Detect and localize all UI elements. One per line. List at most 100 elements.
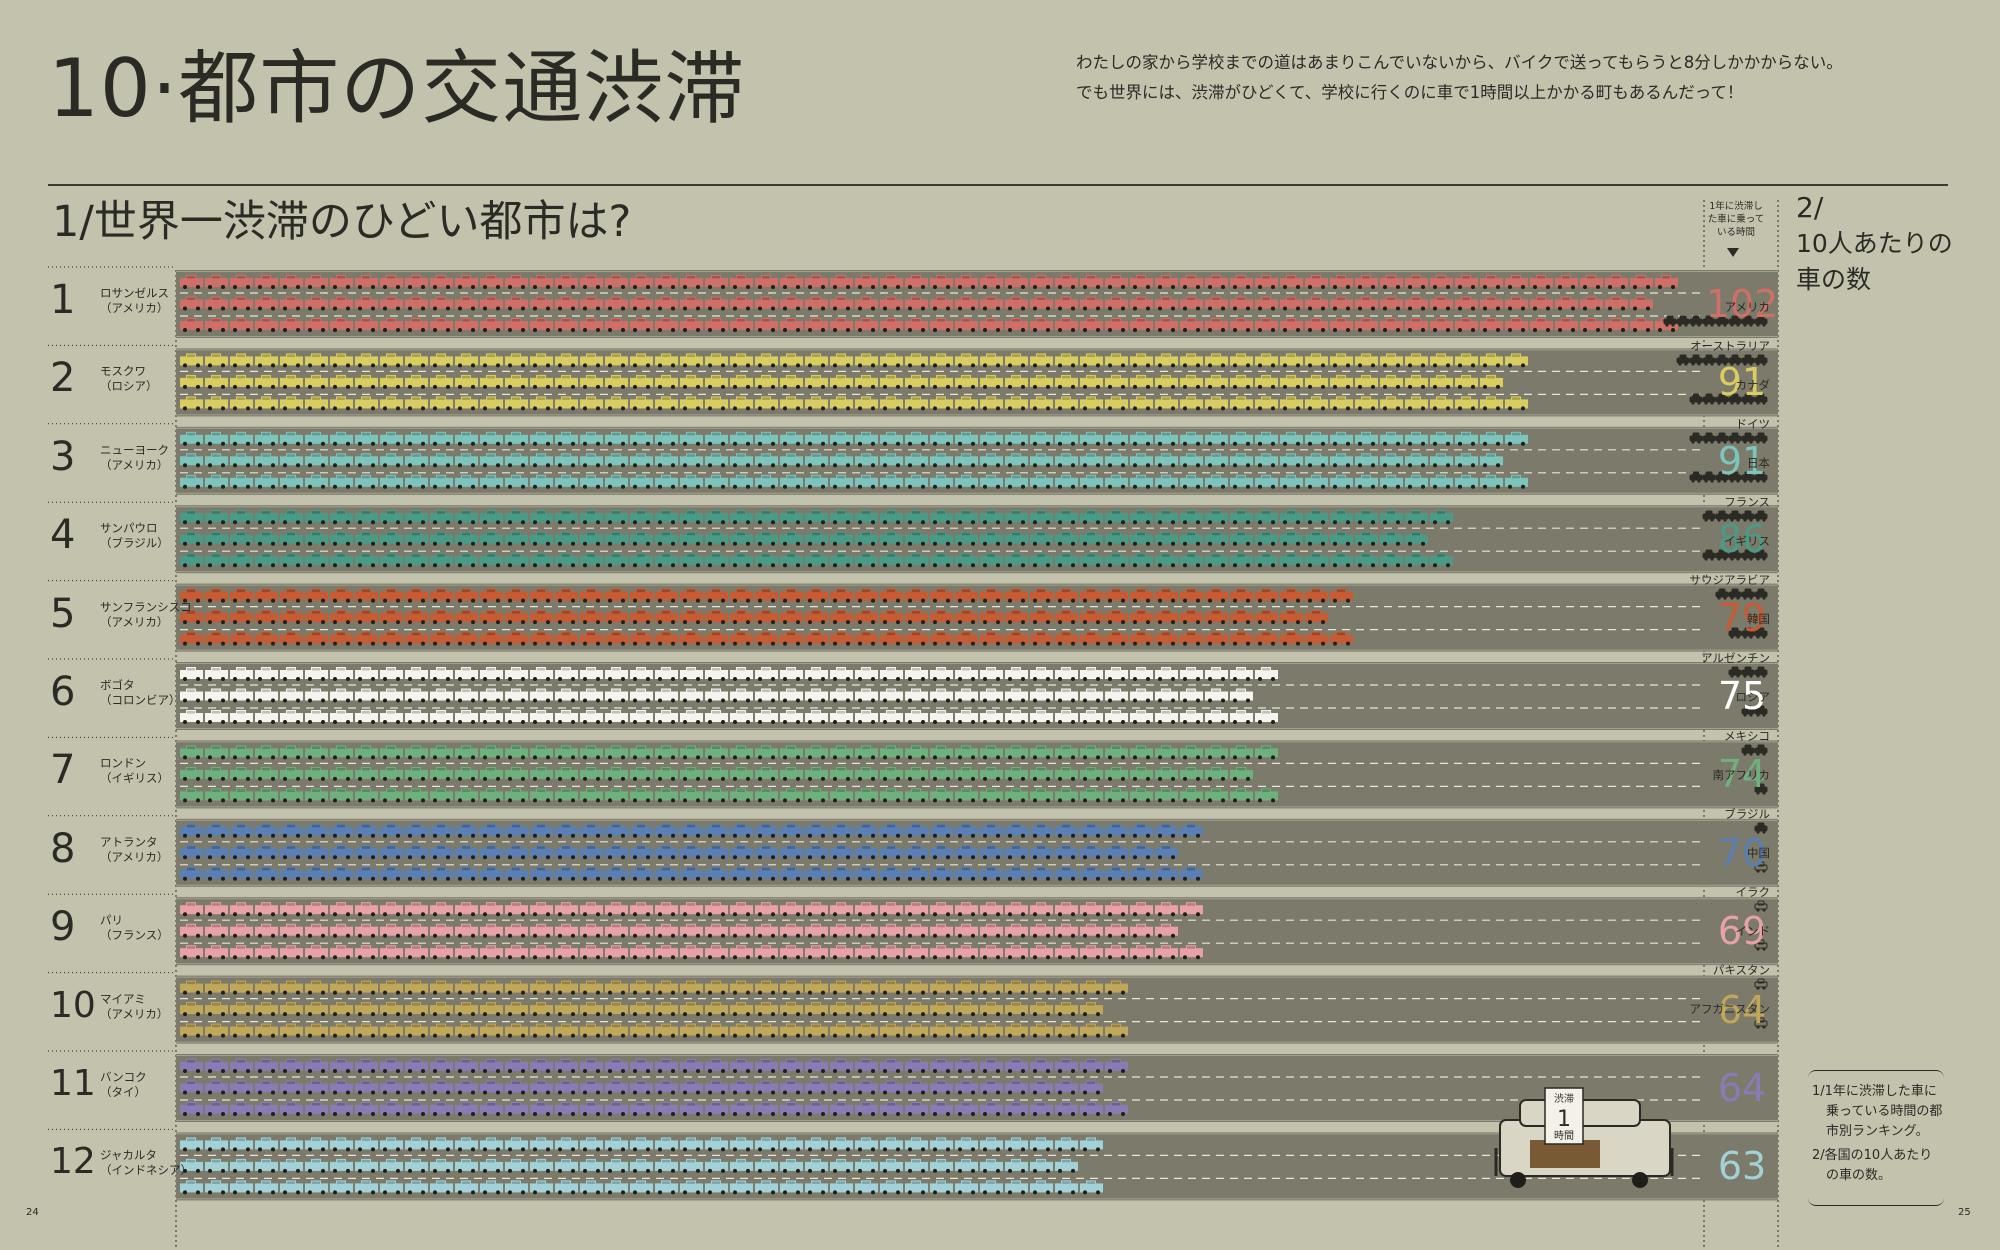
car-wheel: [658, 363, 662, 368]
car-wheel: [1158, 698, 1162, 703]
car-body: [530, 713, 553, 722]
car-wheel: [1258, 441, 1262, 446]
car-wheel: [796, 384, 800, 389]
car-body: [1180, 534, 1203, 544]
car-window: [587, 319, 595, 322]
car-wheel: [733, 406, 737, 411]
car-body: [1030, 513, 1053, 523]
car-wheel: [633, 620, 637, 625]
car-wheel: [1521, 328, 1525, 332]
car-wheel: [1158, 520, 1162, 525]
car-window: [1087, 475, 1095, 479]
car-wheel: [471, 641, 475, 646]
car-body: [880, 591, 903, 601]
car-wheel: [1233, 441, 1237, 446]
car-body: [830, 456, 853, 466]
car-wheel: [596, 484, 600, 489]
car-wheel: [896, 328, 900, 332]
car-wheel: [1333, 520, 1337, 525]
car-wheel: [708, 641, 712, 646]
car-window: [1112, 297, 1120, 300]
car-window: [412, 611, 420, 614]
car-window: [337, 532, 345, 536]
car-wheel: [1046, 598, 1050, 603]
car-window: [1037, 711, 1045, 714]
car-window: [737, 589, 745, 593]
car-wheel: [758, 720, 762, 724]
car-wheel: [908, 384, 912, 389]
car-wheel: [446, 698, 450, 703]
car-wheel: [1458, 285, 1462, 289]
car-body: [405, 377, 428, 387]
car-body: [655, 321, 678, 330]
car-wheel: [396, 598, 400, 603]
car-wheel: [1196, 641, 1200, 646]
car-wheel: [1433, 484, 1437, 489]
car-window: [337, 554, 345, 557]
car-window: [787, 532, 795, 536]
car-wheel: [1083, 441, 1087, 446]
car-body: [955, 556, 978, 566]
car-body: [1055, 321, 1078, 330]
car-wheel: [1258, 363, 1262, 368]
car-body: [1330, 356, 1353, 366]
car-body: [830, 748, 853, 758]
car-body: [205, 513, 228, 523]
car-wheel: [521, 363, 525, 368]
car-wheel: [808, 285, 812, 289]
car-wheel: [1108, 328, 1112, 332]
car-window: [662, 711, 670, 714]
car-wheel: [396, 620, 400, 625]
car-wheel: [721, 328, 725, 332]
car-body: [580, 670, 603, 679]
car-wheel: [1146, 484, 1150, 489]
car-window: [887, 746, 895, 749]
car-window: [937, 589, 945, 593]
car-window: [687, 276, 695, 279]
car-wheel: [1496, 363, 1500, 368]
car-wheel: [408, 541, 412, 546]
car-body: [705, 534, 728, 544]
car-window: [362, 432, 370, 436]
car-body: [680, 356, 703, 366]
car-window: [1012, 589, 1020, 593]
car-body: [1130, 556, 1153, 566]
car-wheel: [1121, 598, 1125, 603]
car-wheel: [1246, 563, 1250, 568]
car-window: [862, 276, 870, 279]
car-wheel: [558, 384, 562, 389]
car-window: [1437, 454, 1445, 457]
car-wheel: [696, 641, 700, 646]
car-body: [755, 713, 778, 722]
car-wheel: [771, 541, 775, 546]
car-window: [937, 432, 945, 436]
car-wheel: [1021, 541, 1025, 546]
car-wheel: [1383, 328, 1387, 332]
car-wheel: [246, 463, 250, 468]
car-body: [180, 377, 203, 387]
car-body: [380, 278, 403, 287]
car-wheel: [1571, 328, 1575, 332]
car-wheel: [746, 441, 750, 446]
car-wheel: [983, 520, 987, 525]
car-body: [1305, 299, 1328, 309]
car-wheel: [1133, 463, 1137, 468]
car-wheel: [1271, 720, 1275, 724]
car-wheel: [883, 641, 887, 646]
car-body: [1255, 534, 1278, 544]
car-wheel: [633, 541, 637, 546]
car-body: [530, 534, 553, 544]
car-wheel: [896, 463, 900, 468]
car-wheel: [396, 563, 400, 568]
car-wheel: [1221, 641, 1225, 646]
car-wheel: [1321, 463, 1325, 468]
car-window: [412, 632, 420, 636]
car-wheel: [258, 698, 262, 703]
car-wheel: [871, 484, 875, 489]
car-window: [312, 276, 320, 279]
car-wheel: [1108, 677, 1112, 681]
car-wheel: [1021, 641, 1025, 646]
car-wheel: [458, 598, 462, 603]
car-window: [1312, 554, 1320, 557]
car-wheel: [308, 363, 312, 368]
